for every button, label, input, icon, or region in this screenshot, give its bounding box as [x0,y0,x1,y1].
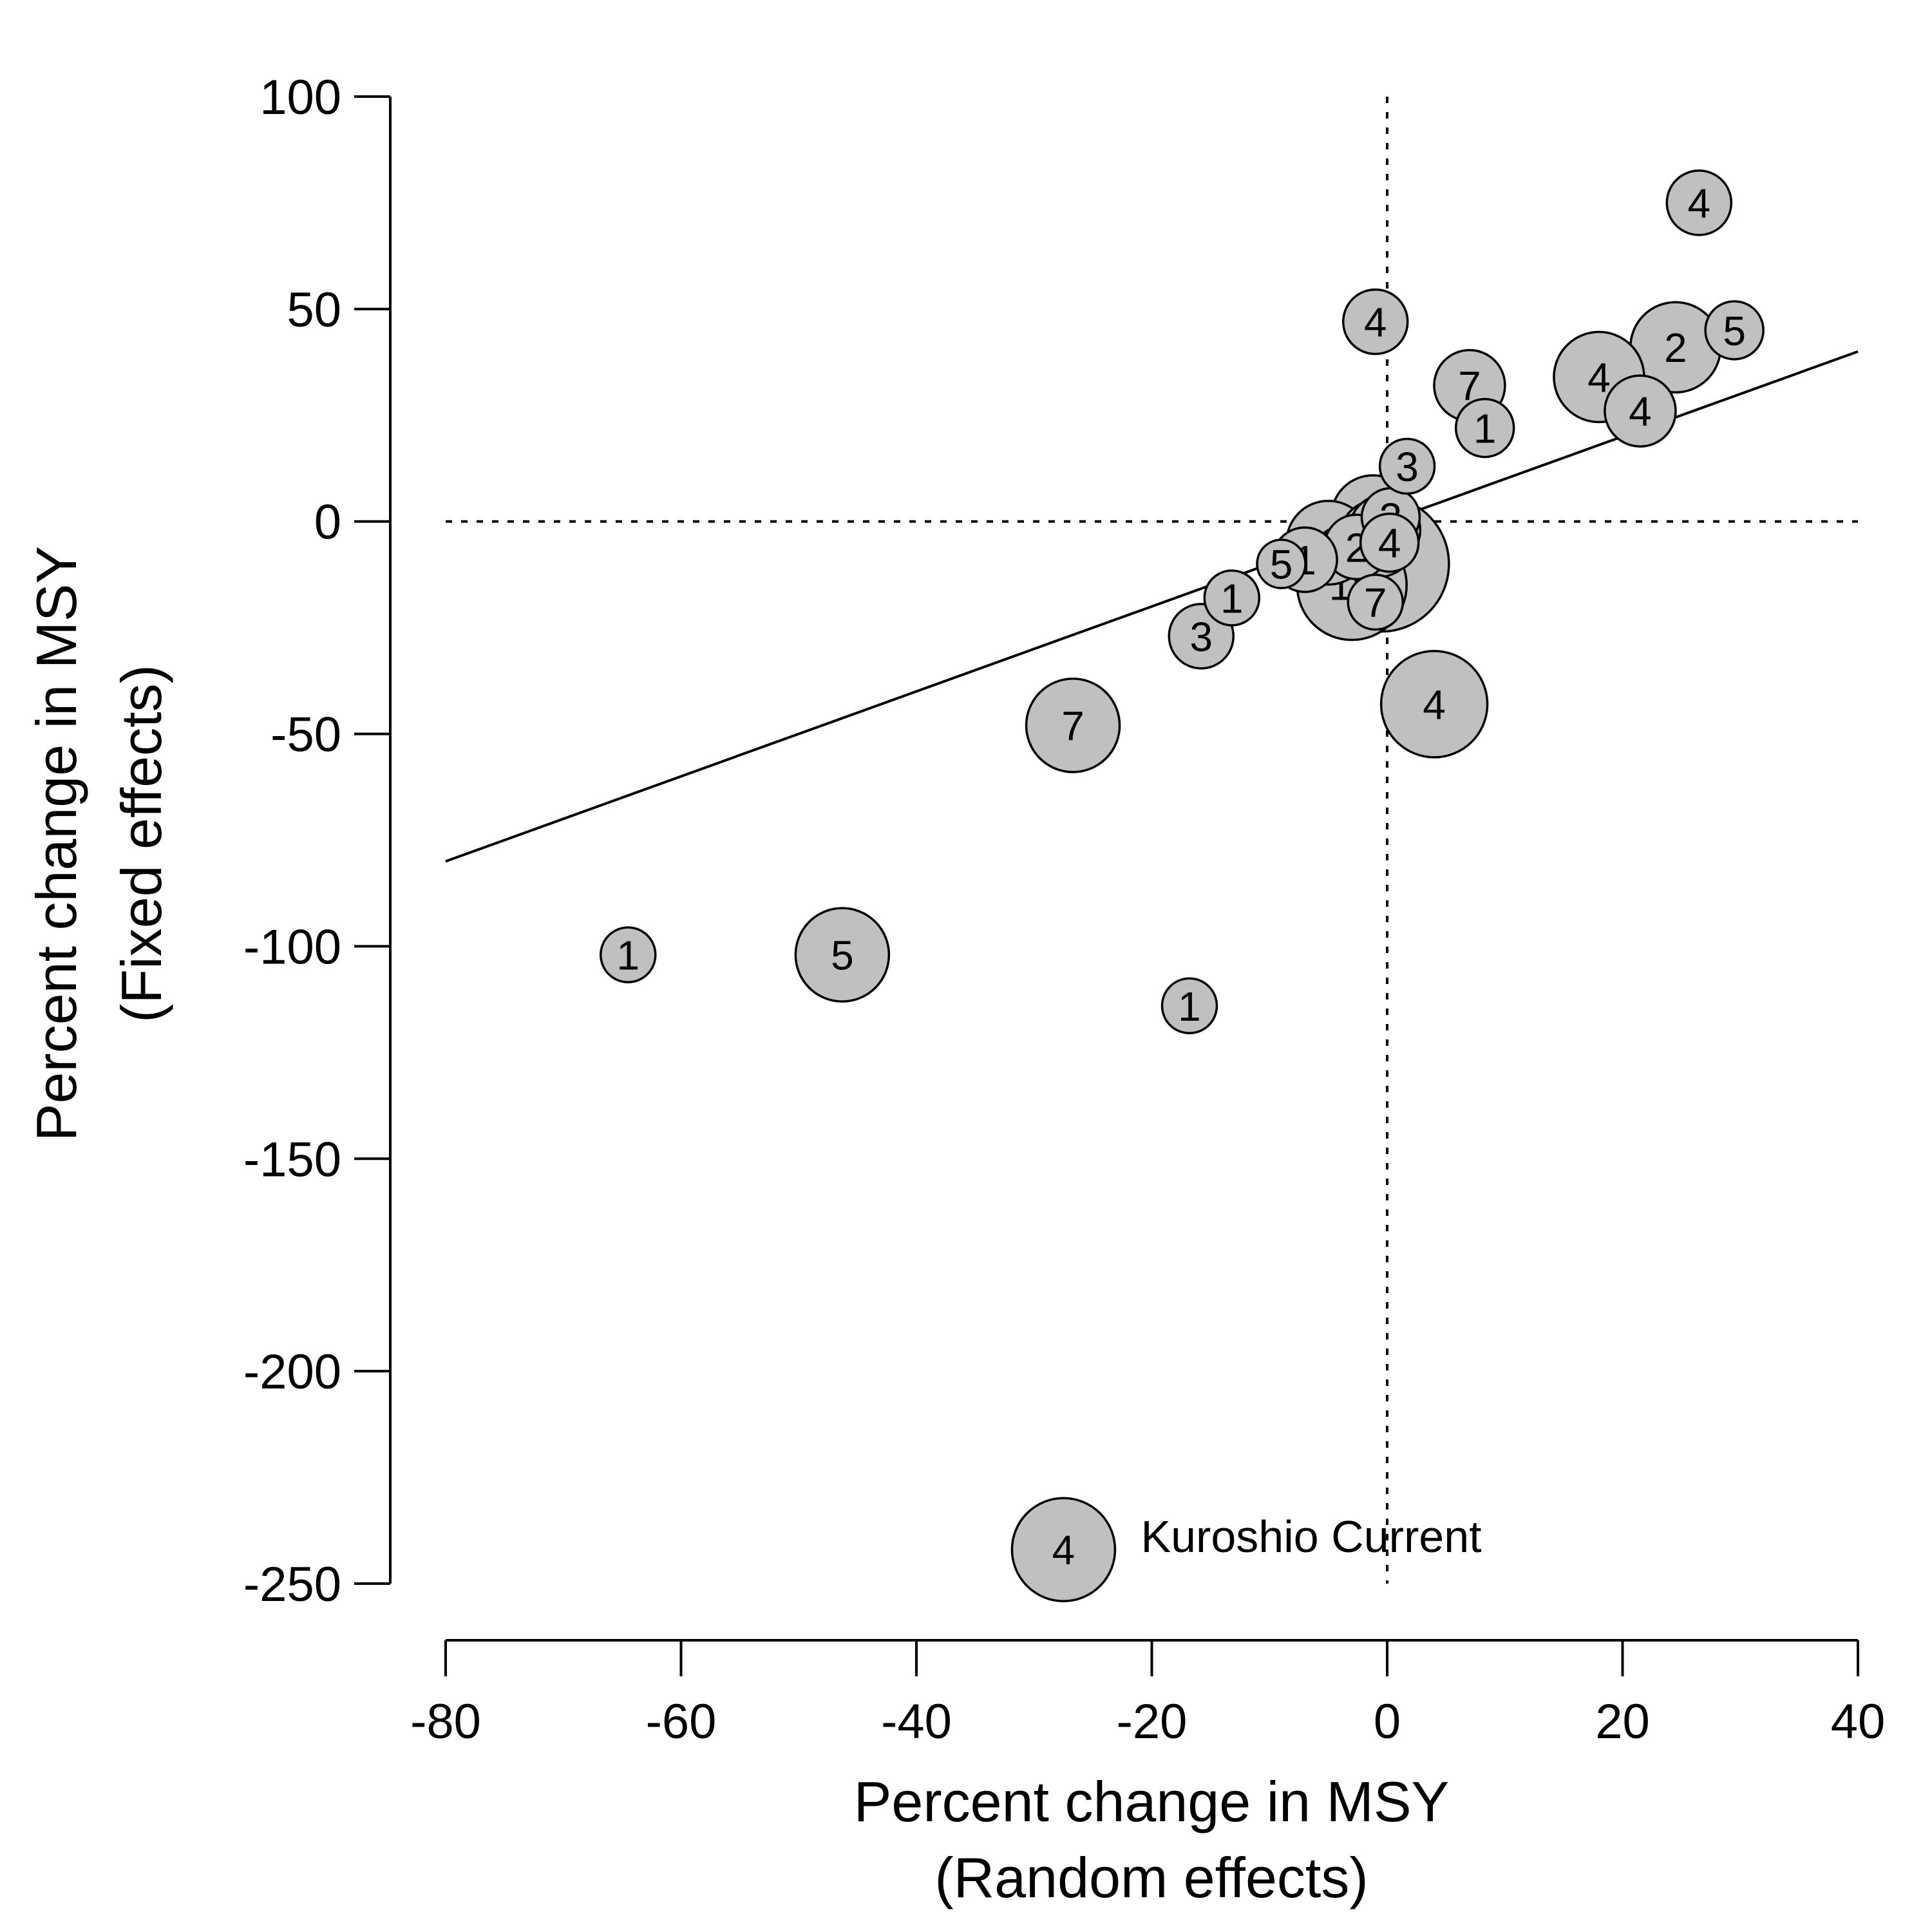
x-tick-label: 0 [1374,1694,1401,1749]
data-point [1341,288,1409,355]
data-point [1665,169,1733,236]
data-point-label: 5 [1723,308,1746,354]
y-tick-label: -200 [243,1345,341,1399]
data-point [600,926,657,983]
data-point [1256,538,1307,589]
data-point-label: 4 [1629,388,1652,435]
data-point-label: 3 [1396,444,1419,490]
data-point-label: 2 [1664,325,1687,371]
data-point [1160,977,1218,1035]
data-point-label: 5 [1270,542,1293,588]
y-tick-label: -250 [243,1557,341,1612]
x-axis-title-line1: Percent change in MSY [854,1770,1450,1833]
data-point [1203,569,1261,627]
data-point-label: 4 [1423,681,1446,728]
data-point-label: 1 [1220,575,1244,621]
data-point-label: 4 [1052,1527,1075,1573]
data-point-label: 4 [1378,520,1401,567]
data-point [1379,650,1489,759]
point-annotation: Kuroshio Current [1141,1511,1481,1562]
data-point-label: 7 [1364,580,1387,626]
data-point [1010,1497,1117,1602]
x-tick-label: -80 [410,1694,481,1749]
data-point [1347,573,1404,631]
data-point-label: 4 [1587,354,1611,401]
y-tick-label: -100 [243,920,341,974]
x-tick-label: 40 [1831,1694,1886,1749]
y-axis-title-line2: (Fixed effects) [109,665,173,1023]
x-tick-label: 20 [1595,1694,1650,1749]
data-point-label: 5 [831,933,854,979]
data-points: 31544Kuroshio Current7524814742442135134… [600,169,1765,1602]
x-tick-label: -40 [881,1694,952,1749]
y-tick-label: 100 [260,70,341,125]
y-tick-label: 50 [287,283,341,337]
data-point [1604,374,1677,448]
data-point-label: 4 [1364,299,1387,346]
data-point-label: 3 [1189,614,1213,660]
data-point [794,907,891,1003]
data-point [1454,397,1515,459]
data-point-label: 1 [616,933,639,979]
data-point-label: 1 [1178,983,1201,1030]
x-tick-label: -60 [646,1694,717,1749]
y-axis-title-line1: Percent change in MSY [24,546,88,1142]
y-tick-label: -150 [243,1132,341,1187]
data-point-label: 1 [1473,406,1497,452]
x-axis-title-line2: (Random effects) [934,1846,1368,1909]
data-point-label: 7 [1061,703,1084,749]
y-tick-label: -50 [270,708,341,762]
data-point-label: 4 [1687,180,1710,227]
data-point [1704,300,1765,361]
axes: -80 -60 -40 -20 0 20 40100500-50-100-150-200-2… [243,70,1885,1749]
axis-titles: Percent change in MSY (Random effects) P… [24,546,1449,1909]
y-tick-label: 0 [314,495,341,550]
data-point [1359,512,1420,573]
data-point [1378,437,1436,495]
data-point [1025,677,1121,773]
x-tick-label: -20 [1117,1694,1188,1749]
